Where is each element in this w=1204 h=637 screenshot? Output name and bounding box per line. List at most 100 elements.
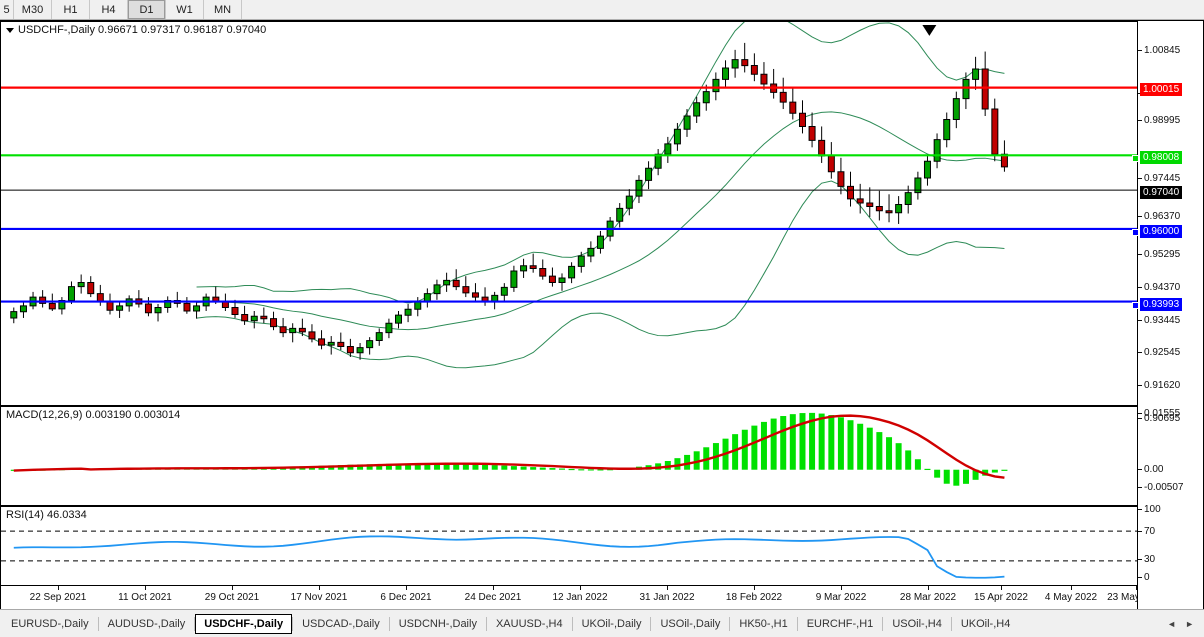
price-tick-label: 0.91620 <box>1144 380 1181 391</box>
price-level-tag[interactable]: 0.96000 <box>1131 225 1183 238</box>
candle-body <box>49 303 55 309</box>
timeframe-button-w1[interactable]: W1 <box>166 0 204 19</box>
chart-tab-ukoil-daily[interactable]: UKOil-,Daily <box>581 617 642 630</box>
macd-histogram-bar <box>453 463 460 470</box>
macd-tick: 0.00 <box>1138 464 1204 476</box>
candle-body <box>559 278 565 282</box>
macd-histogram-bar <box>366 464 373 470</box>
date-tick-mark <box>841 586 842 590</box>
timeframe-button-m30[interactable]: M30 <box>14 0 52 19</box>
tick-dash <box>1138 351 1142 353</box>
chart-tab-usdcad-daily[interactable]: USDCAD-,Daily <box>302 617 380 630</box>
collapse-triangle-icon[interactable] <box>6 27 14 33</box>
price-level-tag[interactable]: 1.00015 <box>1140 83 1183 96</box>
candle-body <box>434 285 440 294</box>
macd-pane[interactable]: MACD(12,26,9) 0.003190 0.003014 <box>0 406 1138 506</box>
price-tick-label: 0.95295 <box>1144 249 1181 260</box>
macd-histogram-bar <box>876 432 883 470</box>
macd-tick: 0.01555 <box>1138 408 1204 420</box>
chart-tab-xauusd-h4[interactable]: XAUUSD-,H4 <box>495 617 563 630</box>
chart-tab-usoil-h4[interactable]: USOil-,H4 <box>892 617 942 630</box>
candle-body <box>992 109 998 154</box>
price-tick-label: 0.96370 <box>1144 211 1181 222</box>
date-tick-mark <box>1136 586 1137 590</box>
candle-body <box>944 119 950 139</box>
tab-separator <box>194 616 196 631</box>
date-axis-label: 23 May 2022 <box>1107 592 1165 603</box>
rsi-chart-canvas <box>1 507 1137 585</box>
price-chart-canvas <box>1 22 1137 405</box>
price-level-tag[interactable]: 0.97040 <box>1140 186 1183 199</box>
candle-body <box>194 306 200 311</box>
candle-body <box>646 168 652 180</box>
candle-body <box>953 99 959 120</box>
candle-body <box>376 333 382 341</box>
date-axis-label: 6 Dec 2021 <box>380 592 432 603</box>
price-pane-label: USDCHF-,Daily 0.96671 0.97317 0.96187 0.… <box>6 24 266 36</box>
tab-separator <box>950 616 952 631</box>
macd-scale-section: 0.01555 0.00 -0.00507 <box>1138 406 1204 506</box>
macd-histogram-bar <box>568 468 575 471</box>
candle-body <box>809 126 815 140</box>
chart-tab-ukoil-h4[interactable]: UKOil-,H4 <box>960 617 1011 630</box>
date-tick-mark <box>1001 586 1002 590</box>
tick-dash <box>1138 508 1142 510</box>
price-level-tag[interactable]: 0.98008 <box>1131 151 1183 164</box>
candle-body <box>184 303 190 311</box>
tab-separator <box>388 616 390 631</box>
candle-body <box>271 319 277 327</box>
chart-tab-bar[interactable]: EURUSD-,Daily AUDUSD-,Daily USDCHF-,Daily U… <box>0 609 1204 637</box>
candle-body <box>876 207 882 211</box>
chart-tab-hk50-h1[interactable]: HK50-,H1 <box>739 617 788 630</box>
macd-histogram-bar <box>501 465 508 470</box>
macd-histogram-bar <box>539 467 546 470</box>
timeframe-button-m5[interactable]: 5 <box>0 0 14 19</box>
rsi-pane[interactable]: RSI(14) 46.0334 <box>0 506 1138 586</box>
macd-histogram-bar <box>924 468 931 471</box>
macd-signal-line <box>14 416 1005 478</box>
tick-dash <box>1138 486 1142 488</box>
price-tick: 0.90695 <box>1138 413 1204 425</box>
candle-body <box>299 328 305 331</box>
date-axis-label: 11 Oct 2021 <box>118 592 172 603</box>
chart-tab-eurusd-daily[interactable]: EURUSD-,Daily <box>11 617 89 630</box>
macd-histogram-bar <box>395 463 402 470</box>
chart-tab-usdchf-daily[interactable]: USDCHF-,Daily <box>195 613 293 634</box>
macd-histogram-bar <box>760 421 767 470</box>
chart-tab-audusd-daily[interactable]: AUDUSD-,Daily <box>107 617 186 630</box>
chart-tab-eurchf-h1[interactable]: EURCHF-,H1 <box>806 617 874 630</box>
candle-body <box>97 294 103 302</box>
price-pane[interactable]: USDCHF-,Daily 0.96671 0.97317 0.96187 0.… <box>0 21 1138 406</box>
price-scale[interactable]: 1.008450.999200.989950.974450.963700.952… <box>1131 21 1204 610</box>
tick-dash <box>1138 253 1142 255</box>
candle-body <box>848 186 854 199</box>
scroll-right-icon[interactable]: ► <box>1185 618 1194 629</box>
candle-body <box>828 156 834 172</box>
candle-body <box>117 306 123 310</box>
timeframe-button-d1[interactable]: D1 <box>128 0 166 19</box>
tab-scroll-controls: ◄ ► <box>1157 619 1204 629</box>
macd-histogram-bar <box>953 469 960 486</box>
scroll-left-icon[interactable]: ◄ <box>1167 618 1177 629</box>
candle-body <box>242 314 248 320</box>
tab-separator <box>650 616 652 631</box>
candle-body <box>463 287 469 293</box>
timeframe-button-mn[interactable]: MN <box>204 0 242 19</box>
price-tick-label: 1.00845 <box>1144 45 1181 56</box>
chart-tab-usdcnh-daily[interactable]: USDCNH-,Daily <box>398 617 477 630</box>
date-axis[interactable]: 22 Sep 2021 11 Oct 2021 29 Oct 2021 17 Nov … <box>0 586 1204 610</box>
price-level-tag[interactable]: 0.93993 <box>1131 298 1183 311</box>
candle-body <box>915 178 921 193</box>
macd-histogram-bar <box>780 416 787 470</box>
rsi-line <box>14 536 1005 577</box>
timeframe-button-h4[interactable]: H4 <box>90 0 128 19</box>
macd-histogram-bar <box>376 464 383 470</box>
macd-histogram-bar <box>991 469 998 473</box>
timeframe-button-h1[interactable]: H1 <box>52 0 90 19</box>
price-tick-label: 0.97445 <box>1144 173 1181 184</box>
chart-tab-usoil-daily[interactable]: USOil-,Daily <box>660 617 721 630</box>
down-arrow-marker[interactable] <box>922 24 937 36</box>
macd-histogram-bar <box>789 414 796 470</box>
candle-body <box>521 266 527 271</box>
